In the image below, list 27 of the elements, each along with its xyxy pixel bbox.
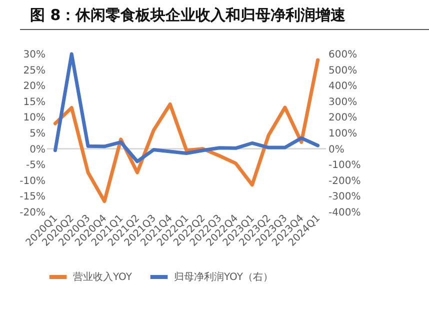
y2-tick-label: 600%: [328, 50, 358, 60]
y-tick-label: -15%: [20, 192, 46, 203]
y-tick-label: 10%: [23, 112, 46, 124]
y2-tick-label: 400%: [328, 81, 358, 92]
y-tick-label: 20%: [23, 81, 46, 92]
y2-tick-label: 0%: [328, 144, 344, 156]
y-tick-label: 25%: [23, 65, 46, 76]
y-tick-label: 5%: [30, 128, 46, 140]
y2-tick-label: 100%: [328, 128, 358, 140]
y-tick-label: 30%: [23, 50, 46, 60]
legend-label: 归母净利润YOY（右）: [174, 271, 273, 283]
legend-label: 营业收入YOY: [73, 271, 133, 283]
y-tick-label: 15%: [23, 96, 46, 108]
y2-tick-label: 200%: [328, 112, 358, 124]
y-tick-label: -10%: [20, 176, 46, 187]
chart-title: 图 8：休闲零食板块企业收入和归母净利润增速: [20, 6, 429, 30]
y-tick-label: -5%: [26, 160, 46, 172]
y2-tick-label: -400%: [328, 208, 361, 218]
y2-tick-label: -300%: [328, 192, 361, 203]
y2-tick-label: -200%: [328, 176, 361, 187]
y2-tick-label: 500%: [328, 65, 358, 76]
y2-tick-label: -100%: [328, 160, 361, 172]
y-tick-label: -20%: [20, 208, 46, 218]
line-series: [53, 58, 320, 204]
y-tick-label: 0%: [30, 144, 46, 156]
y2-tick-label: 300%: [328, 96, 358, 108]
line-series: [53, 52, 320, 164]
